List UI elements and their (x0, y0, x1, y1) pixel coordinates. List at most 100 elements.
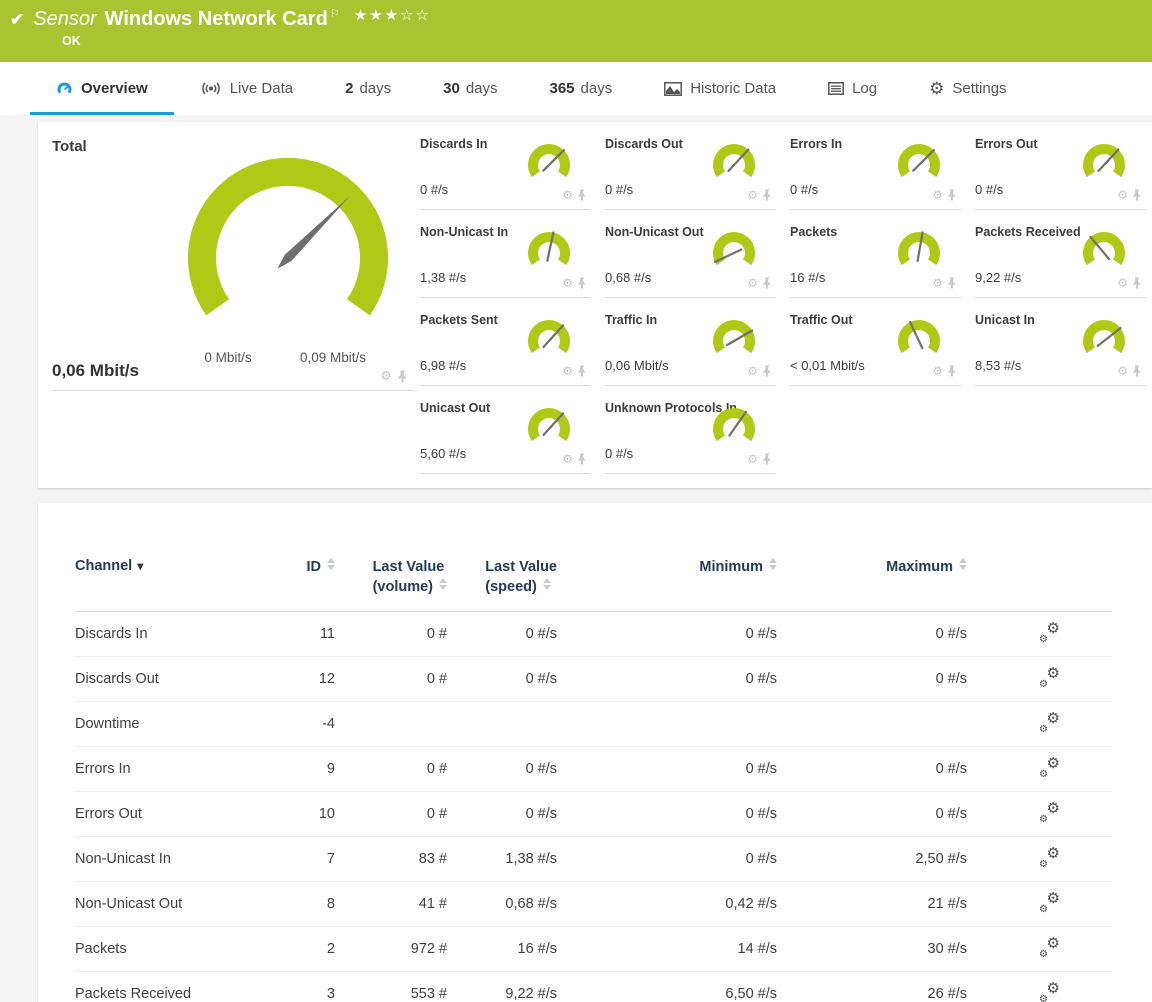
pin-icon[interactable] (1132, 189, 1142, 201)
pin-icon[interactable] (577, 277, 587, 289)
gear-icon[interactable]: ⚙ (932, 364, 943, 378)
col-header-id[interactable]: ID (275, 558, 335, 613)
channel-gauge-title: Traffic Out (790, 313, 853, 327)
cell-minimum: 0,42 #/s (557, 881, 777, 928)
cell-channel[interactable]: Non-Unicast In (75, 836, 275, 883)
channel-settings-gear-icon[interactable]: ⚙ ⚙ (1039, 620, 1060, 646)
cell-channel[interactable]: Discards In (75, 611, 275, 658)
channel-gauge-dial (898, 144, 940, 178)
gear-icon[interactable]: ⚙ (747, 188, 758, 202)
live-data-icon (201, 82, 220, 95)
gear-icon[interactable]: ⚙ (747, 364, 758, 378)
channel-gauge-panel[interactable]: Discards Out 0 #/s ⚙ (605, 122, 776, 210)
pin-icon[interactable] (1132, 277, 1142, 289)
pin-icon[interactable] (577, 189, 587, 201)
channel-settings-gear-icon[interactable]: ⚙ ⚙ (1039, 980, 1060, 1002)
col-header-maximum[interactable]: Maximum (777, 558, 967, 613)
tab-overview[interactable]: Overview (30, 62, 174, 115)
total-gauge-panel[interactable]: Total 0 Mbit/s 0,09 Mbit/s 0,06 Mbit/s ⚙ (38, 122, 418, 488)
gear-icon[interactable]: ⚙ (1117, 276, 1128, 290)
table-row[interactable]: Discards Out 12 0 # 0 #/s 0 #/s 0 #/s ⚙ ⚙ (75, 656, 1112, 703)
tab-label: Historic Data (690, 80, 777, 97)
channel-settings-gear-icon[interactable]: ⚙ ⚙ (1039, 890, 1060, 916)
channel-gauge-panel[interactable]: Unknown Protocols In 0 #/s ⚙ (605, 386, 776, 474)
pin-icon[interactable] (762, 453, 772, 465)
pin-icon[interactable] (762, 189, 772, 201)
channel-settings-gear-icon[interactable]: ⚙ ⚙ (1039, 845, 1060, 871)
gear-icon[interactable]: ⚙ (932, 188, 943, 202)
channel-gauge-panel[interactable]: Unicast In 8,53 #/s ⚙ (975, 298, 1146, 386)
channel-gauge-panel[interactable]: Non-Unicast In 1,38 #/s ⚙ (420, 210, 591, 298)
channel-settings-gear-icon[interactable]: ⚙ ⚙ (1039, 935, 1060, 961)
gear-icon[interactable]: ⚙ (562, 364, 573, 378)
channel-settings-gear-icon[interactable]: ⚙ ⚙ (1039, 755, 1060, 781)
table-row[interactable]: Packets 2 972 # 16 #/s 14 #/s 30 #/s ⚙ ⚙ (75, 926, 1112, 973)
table-row[interactable]: Downtime -4 ⚙ ⚙ (75, 701, 1112, 748)
cell-channel[interactable]: Packets Received (75, 971, 275, 1002)
channel-gauge-panel[interactable]: Packets Received 9,22 #/s ⚙ (975, 210, 1146, 298)
tab-settings[interactable]: ⚙ Settings (903, 62, 1032, 115)
pin-icon[interactable] (947, 365, 957, 377)
gear-icon[interactable]: ⚙ (1117, 188, 1128, 202)
tab-label: days (359, 80, 392, 97)
pin-icon[interactable] (1132, 365, 1142, 377)
channel-settings-gear-icon[interactable]: ⚙ ⚙ (1039, 710, 1060, 736)
tab-historic-data[interactable]: Historic Data (638, 62, 802, 115)
gear-icon[interactable]: ⚙ (562, 452, 573, 466)
priority-stars[interactable]: ★★★☆☆ (354, 6, 431, 24)
channel-settings-gear-icon[interactable]: ⚙ ⚙ (1039, 665, 1060, 691)
col-header-last-value-volume[interactable]: Last Value (volume) (335, 558, 447, 613)
tab-live-data[interactable]: Live Data (174, 62, 319, 115)
channel-gauge-value: 1,38 #/s (420, 270, 467, 285)
pin-icon[interactable] (762, 365, 772, 377)
table-row[interactable]: Errors In 9 0 # 0 #/s 0 #/s 0 #/s ⚙ ⚙ (75, 746, 1112, 793)
table-row[interactable]: Errors Out 10 0 # 0 #/s 0 #/s 0 #/s ⚙ ⚙ (75, 791, 1112, 838)
tab-365-days[interactable]: 365 days (524, 62, 639, 115)
cell-channel[interactable]: Discards Out (75, 656, 275, 703)
flag-icon[interactable]: ⚐ (329, 8, 340, 20)
cell-channel[interactable]: Packets (75, 926, 275, 973)
pin-icon[interactable] (577, 365, 587, 377)
channel-settings-gear-icon[interactable]: ⚙ ⚙ (1039, 800, 1060, 826)
table-row[interactable]: Packets Received 3 553 # 9,22 #/s 6,50 #… (75, 971, 1112, 1002)
gear-icon[interactable]: ⚙ (747, 276, 758, 290)
tab-number: 2 (345, 80, 354, 97)
cell-id: 11 (275, 611, 335, 658)
col-header-channel[interactable]: Channel ▾ (75, 558, 275, 613)
gear-icon[interactable]: ⚙ (562, 188, 573, 202)
pin-icon[interactable] (947, 189, 957, 201)
tab-2-days[interactable]: 2 days (319, 62, 417, 115)
tab-30-days[interactable]: 30 days (417, 62, 523, 115)
pin-icon[interactable] (762, 277, 772, 289)
pin-icon[interactable] (397, 370, 408, 383)
channel-gauge-panel[interactable]: Errors In 0 #/s ⚙ (790, 122, 961, 210)
channel-gauge-dial (1083, 144, 1125, 178)
gear-icon[interactable]: ⚙ (1117, 364, 1128, 378)
channel-gauge-panel[interactable]: Non-Unicast Out 0,68 #/s ⚙ (605, 210, 776, 298)
channel-gauge-panel[interactable]: Traffic In 0,06 Mbit/s ⚙ (605, 298, 776, 386)
cell-channel[interactable]: Downtime (75, 701, 275, 748)
gear-icon[interactable]: ⚙ (747, 452, 758, 466)
table-row[interactable]: Non-Unicast In 7 83 # 1,38 #/s 0 #/s 2,5… (75, 836, 1112, 883)
table-row[interactable]: Non-Unicast Out 8 41 # 0,68 #/s 0,42 #/s… (75, 881, 1112, 928)
gear-icon[interactable]: ⚙ (562, 276, 573, 290)
channel-gauge-panel[interactable]: Errors Out 0 #/s ⚙ (975, 122, 1146, 210)
tab-log[interactable]: Log (802, 62, 903, 115)
gear-icon[interactable]: ⚙ (380, 368, 392, 383)
cell-channel[interactable]: Errors In (75, 746, 275, 793)
cell-channel[interactable]: Non-Unicast Out (75, 881, 275, 928)
cell-channel[interactable]: Errors Out (75, 791, 275, 838)
channel-gauge-panel[interactable]: Traffic Out < 0,01 Mbit/s ⚙ (790, 298, 961, 386)
channel-gauge-panel[interactable]: Discards In 0 #/s ⚙ (420, 122, 591, 210)
channel-gauge-dial (528, 320, 570, 354)
gear-icon[interactable]: ⚙ (932, 276, 943, 290)
table-row[interactable]: Discards In 11 0 # 0 #/s 0 #/s 0 #/s ⚙ ⚙ (75, 611, 1112, 658)
col-header-minimum[interactable]: Minimum (557, 558, 777, 613)
channel-gauge-panel[interactable]: Packets Sent 6,98 #/s ⚙ (420, 298, 591, 386)
stars-filled: ★★★ (353, 7, 401, 24)
pin-icon[interactable] (577, 453, 587, 465)
channel-gauge-panel[interactable]: Packets 16 #/s ⚙ (790, 210, 961, 298)
col-header-last-value-speed[interactable]: Last Value (speed) (447, 558, 557, 613)
pin-icon[interactable] (947, 277, 957, 289)
channel-gauge-panel[interactable]: Unicast Out 5,60 #/s ⚙ (420, 386, 591, 474)
